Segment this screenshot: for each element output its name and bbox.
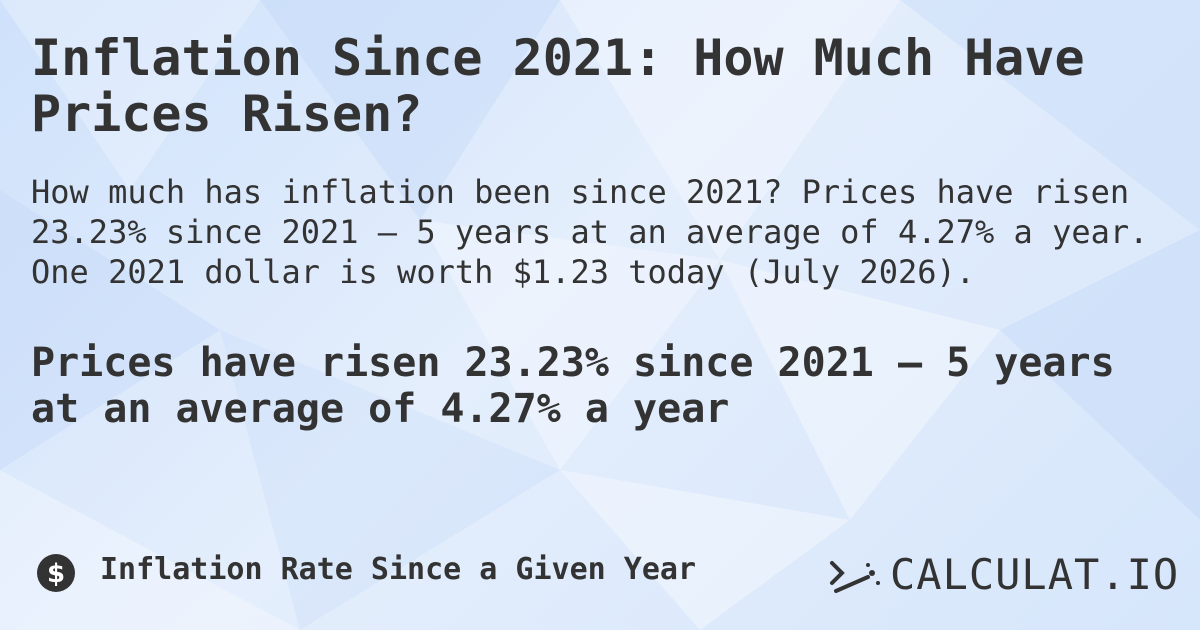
title: Inflation Since 2021: How Much Have Pric…	[31, 29, 1085, 143]
brand-name: CALCULAT.IO	[890, 550, 1180, 599]
description: How much has inflation been since 2021? …	[31, 173, 1149, 291]
svg-text:$: $	[47, 559, 65, 589]
brand-logo	[830, 561, 880, 593]
highlight: Prices have risen 23.23% since 2021 — 5 …	[31, 340, 1115, 432]
footer-label: Inflation Rate Since a Given Year	[100, 552, 697, 587]
dollar-icon: $	[37, 554, 75, 592]
